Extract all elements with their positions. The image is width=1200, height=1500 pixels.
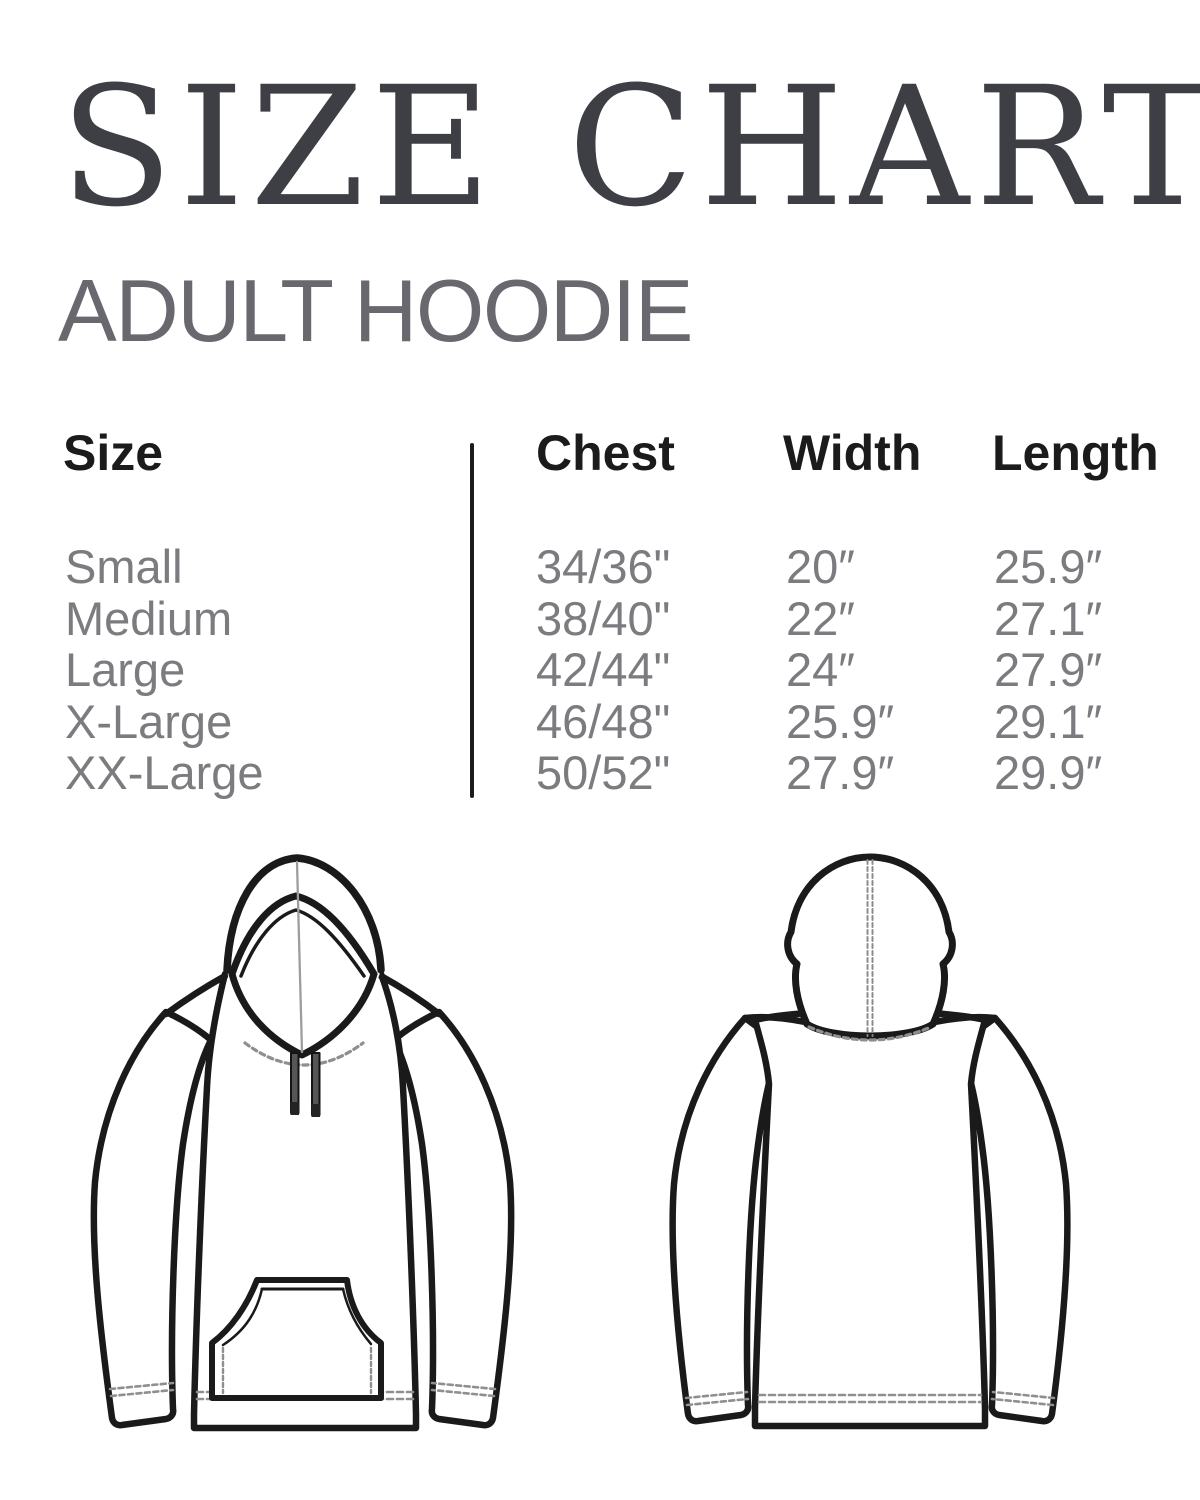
hoodie-front-hood [223, 854, 385, 1059]
chest-value: 50/52" [536, 746, 671, 799]
column-header-chest: Chest [536, 425, 675, 481]
size-label: Medium [65, 591, 233, 645]
size-label: Small [65, 540, 183, 593]
column-header-size: Size [63, 425, 164, 481]
column-size-values: Small Medium Large X-Large XX-Large [65, 541, 264, 799]
page-title: SIZE CHART [60, 51, 1200, 243]
size-label: X-Large [65, 694, 233, 748]
chest-value: 42/44" [536, 643, 671, 696]
column-header-length: Length [992, 425, 1159, 481]
hoodie-drawstrings [290, 1052, 321, 1117]
hoodie-back-hood [784, 853, 956, 1040]
hoodie-back-drawing [669, 853, 1085, 1430]
column-chest-values: 34/36" 38/40" 42/44" 46/48" 50/52" [536, 541, 670, 799]
hoodie-back-body [751, 1007, 989, 1430]
column-header-width: Width [783, 425, 922, 481]
hoodie-front-sleeve [90, 1008, 215, 1429]
hoodie-front-pocket [209, 1277, 384, 1401]
hoodie-front-neckline [243, 1041, 365, 1067]
hoodie-back-neckline [807, 1025, 933, 1042]
width-value: 25.9″ [786, 694, 895, 748]
width-value: 22″ [786, 591, 855, 645]
length-value: 29.9″ [994, 746, 1103, 799]
width-value: 24″ [786, 643, 855, 696]
table-divider [470, 443, 474, 798]
chest-value: 34/36" [536, 540, 671, 593]
column-length-values: 25.9″ 27.1″ 27.9″ 29.1″ 29.9″ [994, 541, 1102, 799]
length-value: 27.1″ [994, 591, 1103, 645]
column-width-values: 20″ 22″ 24″ 25.9″ 27.9″ [786, 541, 894, 799]
width-value: 27.9″ [786, 746, 895, 799]
length-value: 27.9″ [994, 643, 1103, 696]
page-subtitle: ADULT HOODIE [58, 261, 693, 360]
size-label: XX-Large [65, 746, 264, 799]
width-value: 20″ [786, 540, 855, 593]
hoodie-front-drawing [90, 854, 535, 1432]
chest-value: 38/40" [536, 591, 671, 645]
length-value: 29.1″ [994, 694, 1103, 748]
chest-value: 46/48" [536, 694, 671, 748]
length-value: 25.9″ [994, 540, 1103, 593]
size-label: Large [65, 643, 186, 696]
